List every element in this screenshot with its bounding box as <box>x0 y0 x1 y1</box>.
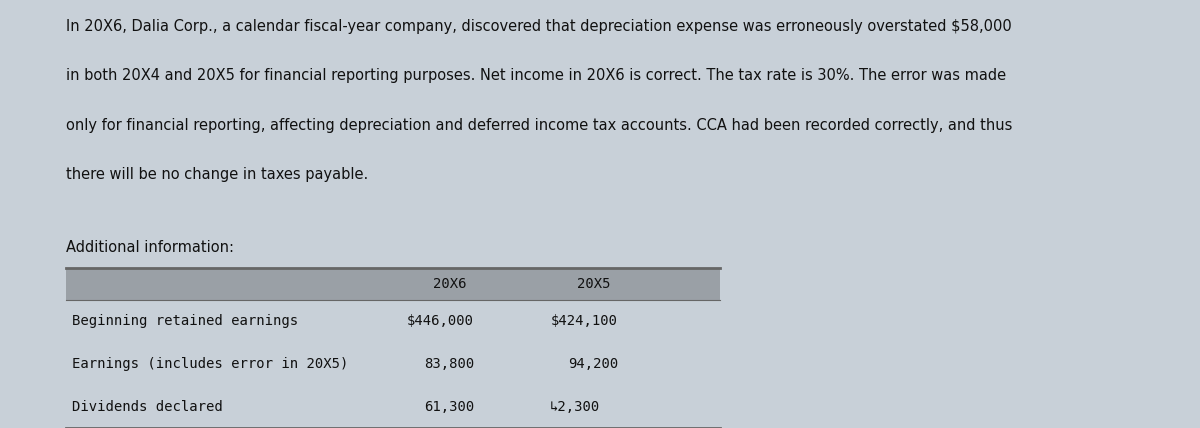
Text: in both 20X4 and 20X5 for financial reporting purposes. Net income in 20X6 is co: in both 20X4 and 20X5 for financial repo… <box>66 68 1006 83</box>
Text: ↳2,300: ↳2,300 <box>550 400 600 413</box>
Text: Beginning retained earnings: Beginning retained earnings <box>72 314 298 328</box>
Text: there will be no change in taxes payable.: there will be no change in taxes payable… <box>66 167 368 182</box>
Text: 61,300: 61,300 <box>424 400 474 413</box>
Text: In 20X6, Dalia Corp., a calendar fiscal-year company, discovered that depreciati: In 20X6, Dalia Corp., a calendar fiscal-… <box>66 19 1012 34</box>
Bar <box>66 268 720 300</box>
Text: Additional information:: Additional information: <box>66 240 234 255</box>
Text: Earnings (includes error in 20X5): Earnings (includes error in 20X5) <box>72 357 348 371</box>
Text: only for financial reporting, affecting depreciation and deferred income tax acc: only for financial reporting, affecting … <box>66 118 1013 133</box>
Text: 20X5: 20X5 <box>577 276 611 291</box>
Text: 83,800: 83,800 <box>424 357 474 371</box>
Text: 20X6: 20X6 <box>433 276 467 291</box>
Text: $424,100: $424,100 <box>551 314 618 328</box>
Text: 94,200: 94,200 <box>568 357 618 371</box>
Text: $446,000: $446,000 <box>407 314 474 328</box>
Text: Dividends declared: Dividends declared <box>72 400 223 413</box>
